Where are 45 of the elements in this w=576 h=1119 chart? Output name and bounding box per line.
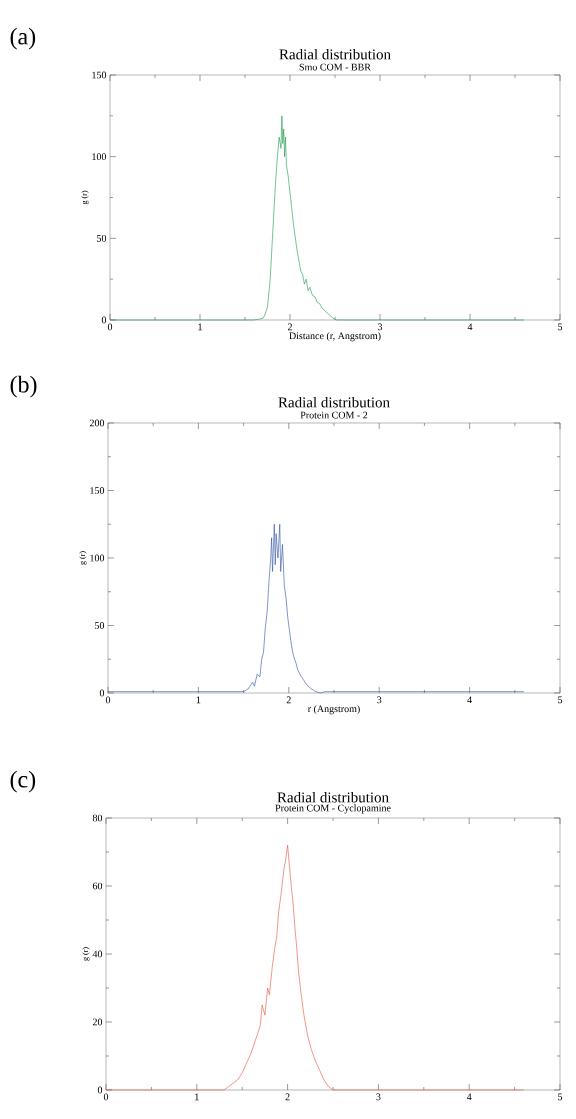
x-tick-label: 5 (558, 1093, 563, 1101)
x-axis-title: r (Angstrom) (307, 705, 360, 715)
x-tick-label: 3 (377, 323, 383, 331)
text: (a) (10, 27, 36, 50)
y-tick-label: 0 (99, 689, 105, 697)
text: (c) (10, 770, 36, 793)
y-tick-label: 200 (89, 419, 105, 427)
x-tick-label: 2 (286, 696, 291, 704)
x-tick-label: 2 (285, 1093, 290, 1101)
y-tick-label: 150 (92, 71, 107, 79)
x-tick-label: 3 (376, 1093, 381, 1101)
y-tick-label: 50 (95, 622, 105, 629)
y-tick-label: 100 (92, 153, 107, 161)
y-axis-title: g (r) (82, 947, 90, 961)
x-tick-label: 4 (466, 1093, 472, 1101)
x-axis-title: Distance (r, Angstrom) (289, 332, 381, 342)
chart-subtitle: Protein COM - 2 (300, 411, 368, 419)
y-tick-label: 50 (97, 234, 107, 242)
y-tick-label: 0 (101, 316, 107, 324)
y-tick-label: 80 (92, 814, 103, 822)
x-tick-label: 4 (467, 696, 472, 704)
y-tick-label: 100 (90, 554, 105, 562)
x-tick-label: 5 (558, 696, 563, 704)
y-tick-label: 60 (92, 882, 103, 890)
y-tick-label: 150 (90, 487, 105, 494)
line-series (107, 523, 525, 694)
x-tick-label: 5 (558, 323, 563, 331)
y-tick-label: 40 (92, 950, 103, 958)
chart-subtitle: Protein COM - Cyclopamine (275, 804, 391, 814)
y-axis-title: g (r) (79, 551, 87, 565)
x-tick-label: 1 (198, 323, 202, 331)
text: (b) (10, 375, 37, 398)
y-tick-label: 0 (97, 1086, 103, 1094)
x-tick-label: 3 (377, 696, 382, 704)
x-tick-label: 0 (107, 323, 113, 331)
y-tick-label: 20 (92, 1018, 103, 1026)
x-tick-label: 1 (196, 696, 201, 704)
x-tick-label: 2 (287, 323, 292, 331)
chart-title: Radial distribution (278, 396, 390, 408)
x-tick-label: 1 (195, 1093, 199, 1101)
chart-subtitle: Smo COM - BBR (299, 63, 371, 71)
x-tick-label: 4 (467, 323, 473, 331)
chart-title: Radial distribution (277, 791, 389, 803)
chart-title: Radial distribution (279, 48, 391, 60)
y-axis-title: g (r) (81, 190, 89, 205)
